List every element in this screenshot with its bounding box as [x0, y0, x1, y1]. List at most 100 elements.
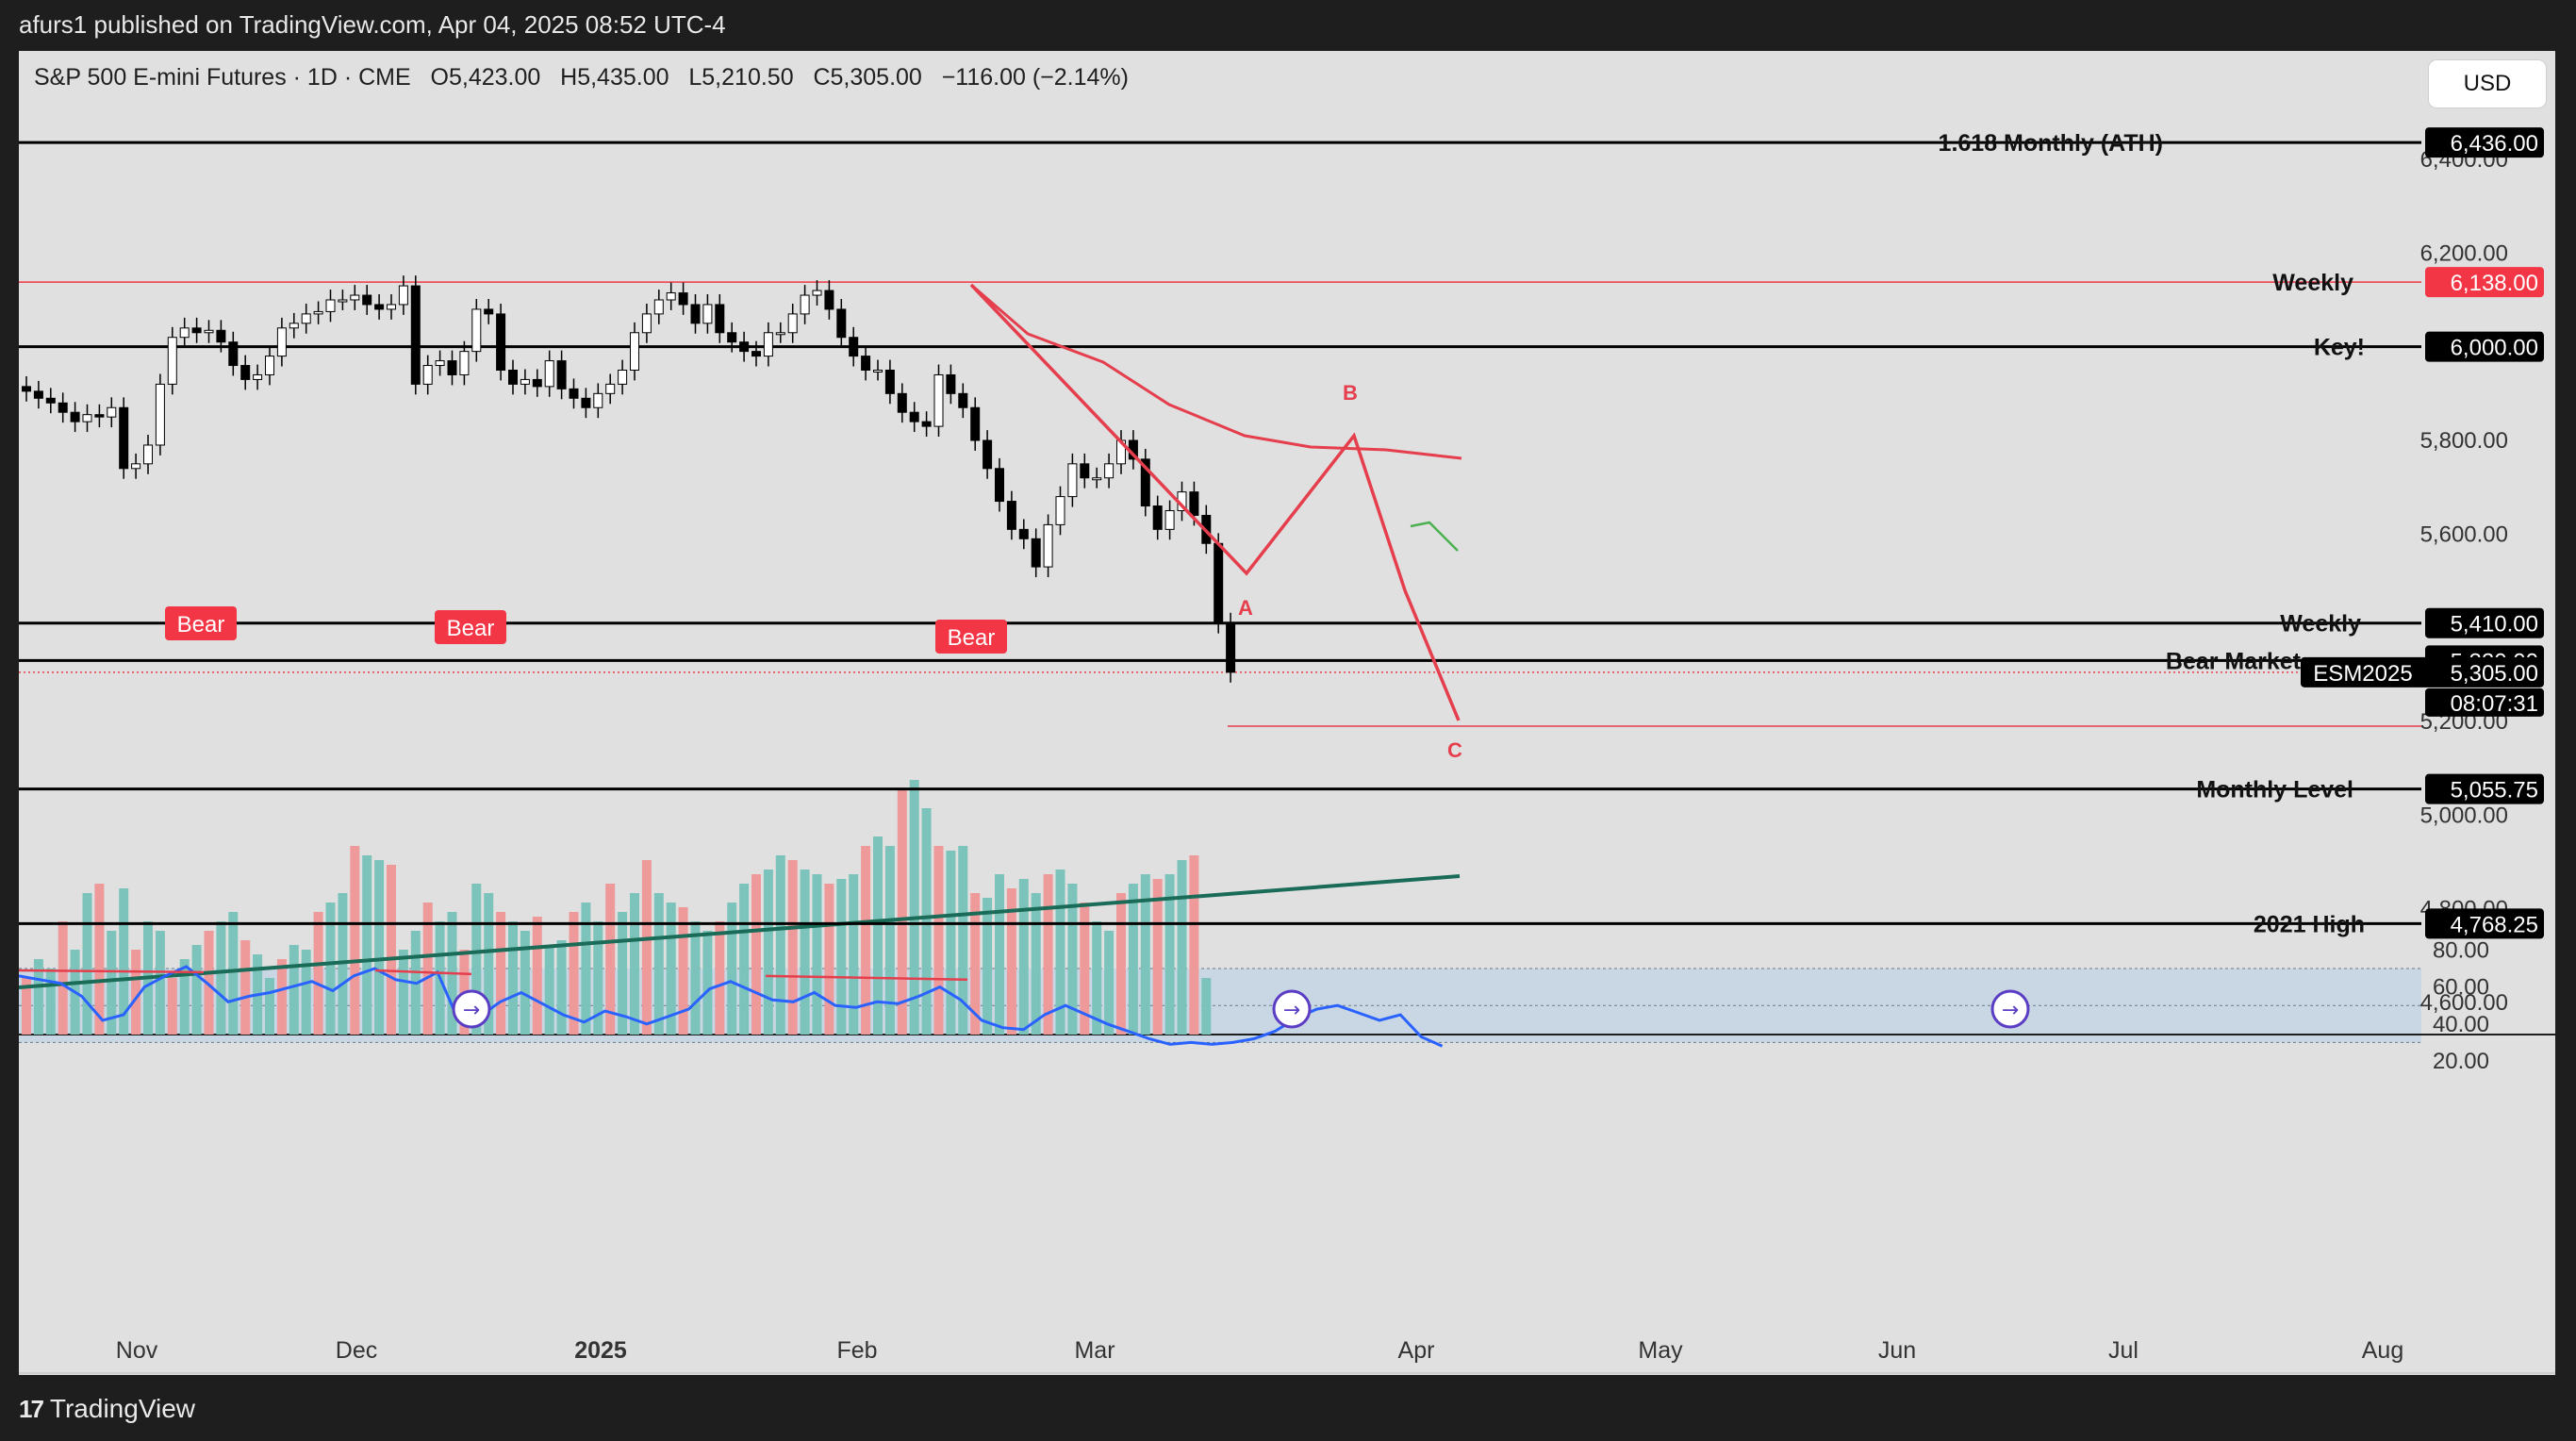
- volume-bar: [873, 836, 883, 1035]
- volume-bar: [970, 893, 981, 1035]
- chart-frame[interactable]: 6,400.00 6,200.00 5,800.00 5,600.00 5,200.00…: [19, 51, 2555, 1375]
- candle-body: [155, 383, 165, 446]
- candle-body: [727, 332, 737, 343]
- level-price-box: [2425, 331, 2544, 362]
- volume-bar: [544, 945, 554, 1035]
- rsi-line: [19, 965, 1444, 1048]
- x-axis-label: Dec: [336, 1337, 377, 1364]
- level-price-box: [2425, 908, 2544, 939]
- level-price-box: [2425, 267, 2544, 298]
- volume-bar: [800, 870, 810, 1035]
- candle-body: [179, 327, 190, 339]
- volume-bar: [1067, 884, 1078, 1035]
- countdown-label: 08:07:31: [2451, 691, 2538, 717]
- volume-bar: [289, 945, 299, 1035]
- volume-bar: [82, 893, 92, 1035]
- price-tick-label: 5,000.00: [2420, 803, 2508, 828]
- candle-body: [191, 327, 202, 334]
- volume-bar: [520, 931, 530, 1035]
- level-label: Key!: [2314, 335, 2365, 361]
- candle-body: [422, 365, 433, 385]
- price-tick-label: 4,600.00: [2420, 990, 2508, 1016]
- candle-body: [94, 414, 105, 418]
- volume-bar: [191, 945, 202, 1035]
- event-icon: [1272, 989, 1312, 1029]
- volume-bar: [301, 950, 311, 1035]
- low-label: L: [688, 64, 702, 91]
- footer-brand[interactable]: TradingView: [49, 1394, 196, 1423]
- divergence-badge: [935, 620, 1007, 654]
- volume-bar: [228, 912, 239, 1035]
- volume-bar: [1116, 893, 1126, 1035]
- volume-bar: [958, 846, 968, 1035]
- candle-body: [265, 356, 274, 375]
- candle-body: [276, 327, 287, 357]
- level-price-label: 5,055.75: [2451, 778, 2538, 803]
- volume-bar: [1152, 879, 1163, 1035]
- candle-body: [970, 406, 981, 441]
- volume-bar: [884, 846, 895, 1035]
- candle-body: [301, 313, 311, 324]
- level-price-box: [2425, 607, 2544, 638]
- level-label: 2021 High: [2254, 911, 2365, 937]
- x-axis-label: Apr: [1398, 1337, 1435, 1364]
- footer: 17 TradingView: [19, 1386, 195, 1432]
- volume-bar: [581, 903, 591, 1035]
- candle-body: [933, 373, 944, 427]
- chart-canvas[interactable]: 6,400.006,200.005,800.005,600.005,200.00…: [19, 51, 2555, 1375]
- candle-body: [520, 378, 530, 385]
- volume-bar: [58, 921, 68, 1035]
- volume-bar: [33, 959, 43, 1035]
- event-arrow-icon: →: [1283, 999, 1300, 1022]
- candle-body: [1043, 523, 1053, 568]
- candle-body: [338, 299, 348, 303]
- volume-bar: [690, 921, 701, 1035]
- candle-body: [763, 332, 773, 357]
- candle-body: [289, 323, 299, 329]
- level-price-label: 5,410.00: [2451, 612, 2538, 638]
- symbol-name[interactable]: S&P 500 E-mini Futures · 1D · CME: [34, 64, 411, 91]
- currency-button[interactable]: USD: [2429, 60, 2546, 108]
- divergence-label: Bear: [177, 612, 225, 638]
- volume-bar: [508, 921, 518, 1035]
- volume-bar: [131, 950, 141, 1035]
- candle-body: [131, 463, 141, 470]
- volume-bar: [313, 912, 323, 1035]
- candle-body: [958, 392, 968, 408]
- low-value: 5,210.50: [702, 64, 794, 91]
- volume-bar: [605, 884, 616, 1035]
- volume-bar: [374, 860, 385, 1035]
- candle-body: [836, 308, 847, 339]
- wave-label: C: [1447, 738, 1462, 762]
- volume-bar: [1177, 860, 1187, 1035]
- divergence-badge: [435, 610, 506, 644]
- candle-body: [897, 392, 907, 413]
- candle-body: [824, 290, 834, 310]
- volume-bar: [532, 917, 542, 1035]
- candle-body: [641, 313, 652, 334]
- volume-bar: [556, 940, 567, 1035]
- candle-body: [471, 308, 482, 353]
- publish-line: afurs1 published on TradingView.com, Apr…: [19, 10, 726, 39]
- volume-bar: [265, 978, 274, 1035]
- rsi-tick-label: 20.00: [2433, 1049, 2489, 1074]
- level-price-label: 6,000.00: [2451, 336, 2538, 361]
- candle-body: [1104, 463, 1115, 479]
- candle-body: [1164, 510, 1175, 530]
- volume-bar: [1031, 893, 1041, 1035]
- candle-body: [1067, 463, 1078, 498]
- level-price-label: 6,138.00: [2451, 271, 2538, 296]
- rsi-tick-label: 60.00: [2433, 975, 2489, 1001]
- volume-bar: [641, 860, 652, 1035]
- volume-bar: [702, 931, 713, 1035]
- volume-bar: [909, 780, 919, 1035]
- candle-body: [995, 468, 1004, 503]
- volume-bar: [1201, 978, 1212, 1035]
- volume-bar: [653, 893, 664, 1035]
- candle-body: [593, 392, 603, 408]
- volume-bar: [119, 888, 129, 1035]
- candle-body: [325, 299, 336, 312]
- open-value: 5,423.00: [448, 64, 541, 91]
- x-axis-label: Jul: [2108, 1337, 2138, 1364]
- x-axis-label: Mar: [1074, 1337, 1115, 1364]
